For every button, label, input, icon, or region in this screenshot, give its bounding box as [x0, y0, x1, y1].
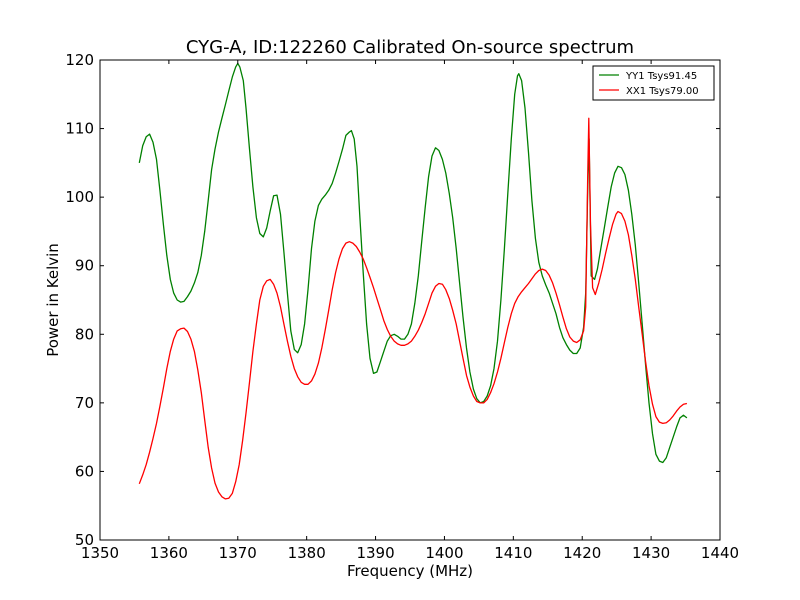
x-tick-label: 1400 — [425, 544, 463, 562]
x-tick-label: 1350 — [81, 544, 119, 562]
chart-title: CYG-A, ID:122260 Calibrated On-source sp… — [186, 37, 634, 58]
series-line-0 — [138, 62, 688, 464]
y-axis-label: Power in Kelvin — [44, 243, 62, 357]
legend-label: YY1 Tsys91.45 — [625, 71, 697, 82]
plot-area — [99, 59, 721, 541]
y-tick-label: 100 — [65, 188, 94, 206]
x-tick-label: 1370 — [219, 544, 257, 562]
y-tick-label: 60 — [75, 462, 94, 480]
legend-box — [592, 65, 715, 101]
plot-background — [100, 60, 720, 540]
y-tick-label: 50 — [75, 531, 94, 549]
y-tick-label: 110 — [65, 120, 94, 138]
x-tick-label: 1440 — [701, 544, 739, 562]
x-tick-label: 1390 — [356, 544, 394, 562]
x-tick-label: 1420 — [563, 544, 601, 562]
legend-label: XX1 Tsys79.00 — [626, 86, 699, 97]
y-tick-label: 70 — [75, 394, 94, 412]
x-tick-label: 1380 — [288, 544, 326, 562]
y-tick-label: 80 — [75, 325, 94, 343]
y-axis: 50 60 70 80 90 100 110 120 — [65, 51, 720, 549]
x-axis-label: Frequency (MHz) — [347, 562, 473, 580]
plot-frame — [99, 59, 721, 541]
y-tick-label: 90 — [75, 257, 94, 275]
x-tick-label: 1410 — [494, 544, 532, 562]
series-line-1 — [138, 117, 688, 500]
x-tick-label: 1360 — [150, 544, 188, 562]
x-tick-label: 1430 — [632, 544, 670, 562]
legend: YY1 Tsys91.45 XX1 Tsys79.00 — [592, 65, 715, 101]
y-tick-label: 120 — [65, 51, 94, 69]
x-axis: 1350 1360 1370 1380 1390 1400 1410 1420 1430 1440 — [81, 60, 739, 562]
